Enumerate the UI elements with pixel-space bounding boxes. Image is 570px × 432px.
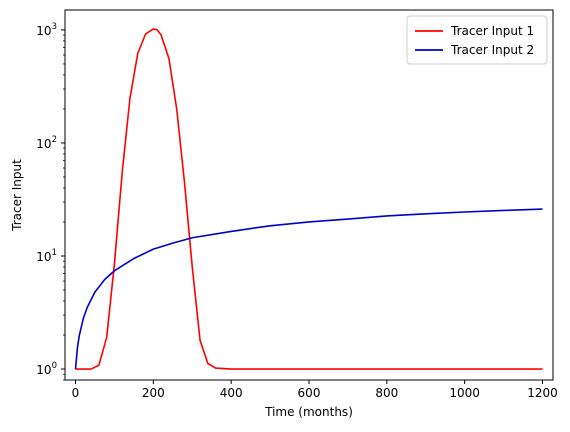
series-line-1 [75, 28, 543, 370]
y-tick-label: 101 [36, 248, 57, 264]
legend-box [406, 15, 548, 65]
y-tick-label: 102 [36, 135, 57, 151]
x-tick-label: 1000 [449, 386, 480, 400]
x-tick-label: 600 [298, 386, 321, 400]
x-tick-label: 0 [72, 386, 80, 400]
legend: Tracer Input 1 Tracer Input 2 [406, 15, 548, 65]
y-tick-label: 103 [36, 22, 57, 38]
legend-label-2: Tracer Input 2 [450, 43, 534, 57]
x-axis: 0 200 400 600 800 1000 1200 [72, 380, 558, 400]
x-tick-label: 800 [375, 386, 398, 400]
x-axis-label: Time (months) [264, 405, 353, 419]
series-line-2 [74, 208, 543, 370]
y-axis: 100 101 102 103 [36, 22, 65, 381]
plot-frame [64, 9, 554, 381]
legend-label-1: Tracer Input 1 [450, 24, 534, 38]
x-tick-label: 1200 [527, 386, 558, 400]
x-tick-label: 200 [142, 386, 165, 400]
y-axis-label: Tracer Input [10, 159, 24, 232]
x-tick-label: 400 [220, 386, 243, 400]
series-layer [74, 28, 543, 370]
plot-area [64, 9, 554, 381]
y-tick-label: 100 [36, 361, 57, 377]
